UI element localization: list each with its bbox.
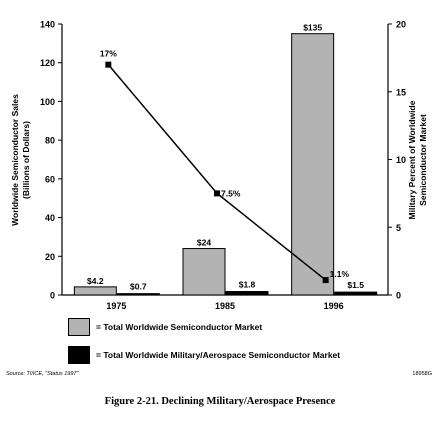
y-tick-label-left: 60: [45, 174, 55, 184]
bar-military-market: [225, 291, 269, 296]
x-tick-label: 1985: [215, 301, 235, 310]
bar-total-market: [182, 248, 226, 296]
bar-total-market: [73, 286, 117, 296]
legend-swatch-total-market: [68, 318, 90, 336]
figure-caption: Figure 2-21. Declining Military/Aerospac…: [104, 396, 336, 407]
bar-label-total-market: $24: [197, 238, 211, 248]
y-tick-label-left: 20: [45, 252, 55, 262]
line-marker-military-percent: [322, 277, 329, 284]
y-tick-label-right: 20: [396, 20, 406, 30]
legend-item-total-market: = Total Worldwide Semiconductor Market: [68, 318, 262, 336]
bar-label-total-market: $4.2: [87, 276, 104, 286]
bar-label-military-market: $1.8: [239, 280, 256, 290]
figure-id: 18958G: [412, 371, 432, 377]
chart: 0 20 40 60 80 100 120 140 0 5 10 15 20 Worldwide Semi…: [10, 20, 428, 311]
legend-item-military-market: = Total Worldwide Military/Aerospace Sem…: [68, 346, 340, 364]
line-marker-military-percent: [214, 190, 220, 197]
y-axis-label-right: Military Percent of Worldwide: [407, 100, 417, 219]
legend-swatch-military-market: [68, 346, 90, 364]
bar-label-military-market: $0.7: [130, 282, 147, 292]
legend-label-military-market: = Total Worldwide Military/Aerospace Sem…: [96, 350, 341, 360]
line-label-military-percent: 17%: [100, 49, 117, 59]
bar-military-market: [116, 293, 160, 296]
y-tick-label-right: 5: [396, 223, 401, 233]
line-label-military-percent: 1.1%: [330, 269, 350, 279]
x-tick-label: 1975: [106, 301, 126, 310]
line-label-military-percent: 7.5%: [221, 188, 241, 198]
bar-label-total-market: $135: [303, 23, 322, 33]
y-axis-label-right: Semiconductor Market: [418, 114, 428, 206]
y-tick-label-left: 100: [40, 97, 55, 107]
y-tick-label-left: 80: [45, 136, 55, 146]
legend-label-total-market: = Total Worldwide Semiconductor Market: [96, 322, 263, 332]
y-tick-label-left: 0: [50, 291, 55, 301]
y-axis-label-left: Worldwide Semiconductor Sales: [10, 94, 20, 226]
line-marker-military-percent: [105, 61, 112, 68]
y-tick-label-right: 0: [396, 291, 401, 301]
y-tick-label-left: 140: [40, 20, 55, 30]
y-tick-label-right: 15: [396, 87, 406, 97]
source-note: Source: TI/ICE, "Status 1997": [6, 371, 79, 377]
y-axis-label-left: (Billions of Dollars): [21, 121, 31, 199]
bar-label-military-market: $1.5: [347, 280, 364, 290]
y-tick-label-left: 120: [40, 58, 55, 68]
bar-military-market: [334, 291, 378, 296]
y-tick-label-right: 10: [396, 155, 406, 165]
x-tick-label: 1996: [324, 301, 344, 310]
y-tick-label-left: 40: [45, 213, 55, 223]
bar-total-market: [291, 33, 335, 296]
